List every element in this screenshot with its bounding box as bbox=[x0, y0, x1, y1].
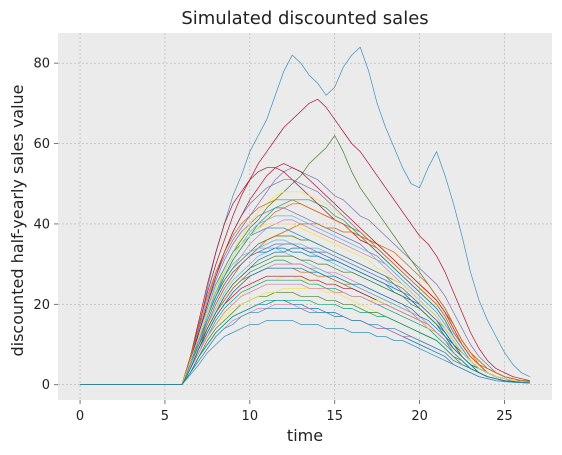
plot-area bbox=[58, 33, 552, 400]
y-tick-label: 0 bbox=[42, 378, 50, 393]
tick-labels: 0 5 10 15 20 25 0 20 40 60 80 bbox=[33, 57, 512, 424]
chart-title: Simulated discounted sales bbox=[181, 8, 428, 29]
y-tick-label: 20 bbox=[33, 298, 50, 313]
x-tick-label: 5 bbox=[161, 409, 169, 424]
series-line bbox=[80, 267, 530, 386]
y-tick-label: 40 bbox=[33, 217, 50, 232]
x-tick-label: 15 bbox=[326, 409, 343, 424]
x-tick-label: 10 bbox=[242, 409, 259, 424]
x-tick-label: 20 bbox=[411, 409, 428, 424]
y-axis-label: discounted half-yearly sales value bbox=[8, 84, 27, 356]
x-tick-label: 0 bbox=[76, 409, 84, 424]
grid bbox=[58, 33, 552, 400]
x-axis-label: time bbox=[287, 426, 323, 445]
x-tick-label: 25 bbox=[496, 409, 513, 424]
y-tick-label: 60 bbox=[33, 137, 50, 152]
series-lines bbox=[80, 46, 531, 386]
y-tick-label: 80 bbox=[33, 57, 50, 72]
